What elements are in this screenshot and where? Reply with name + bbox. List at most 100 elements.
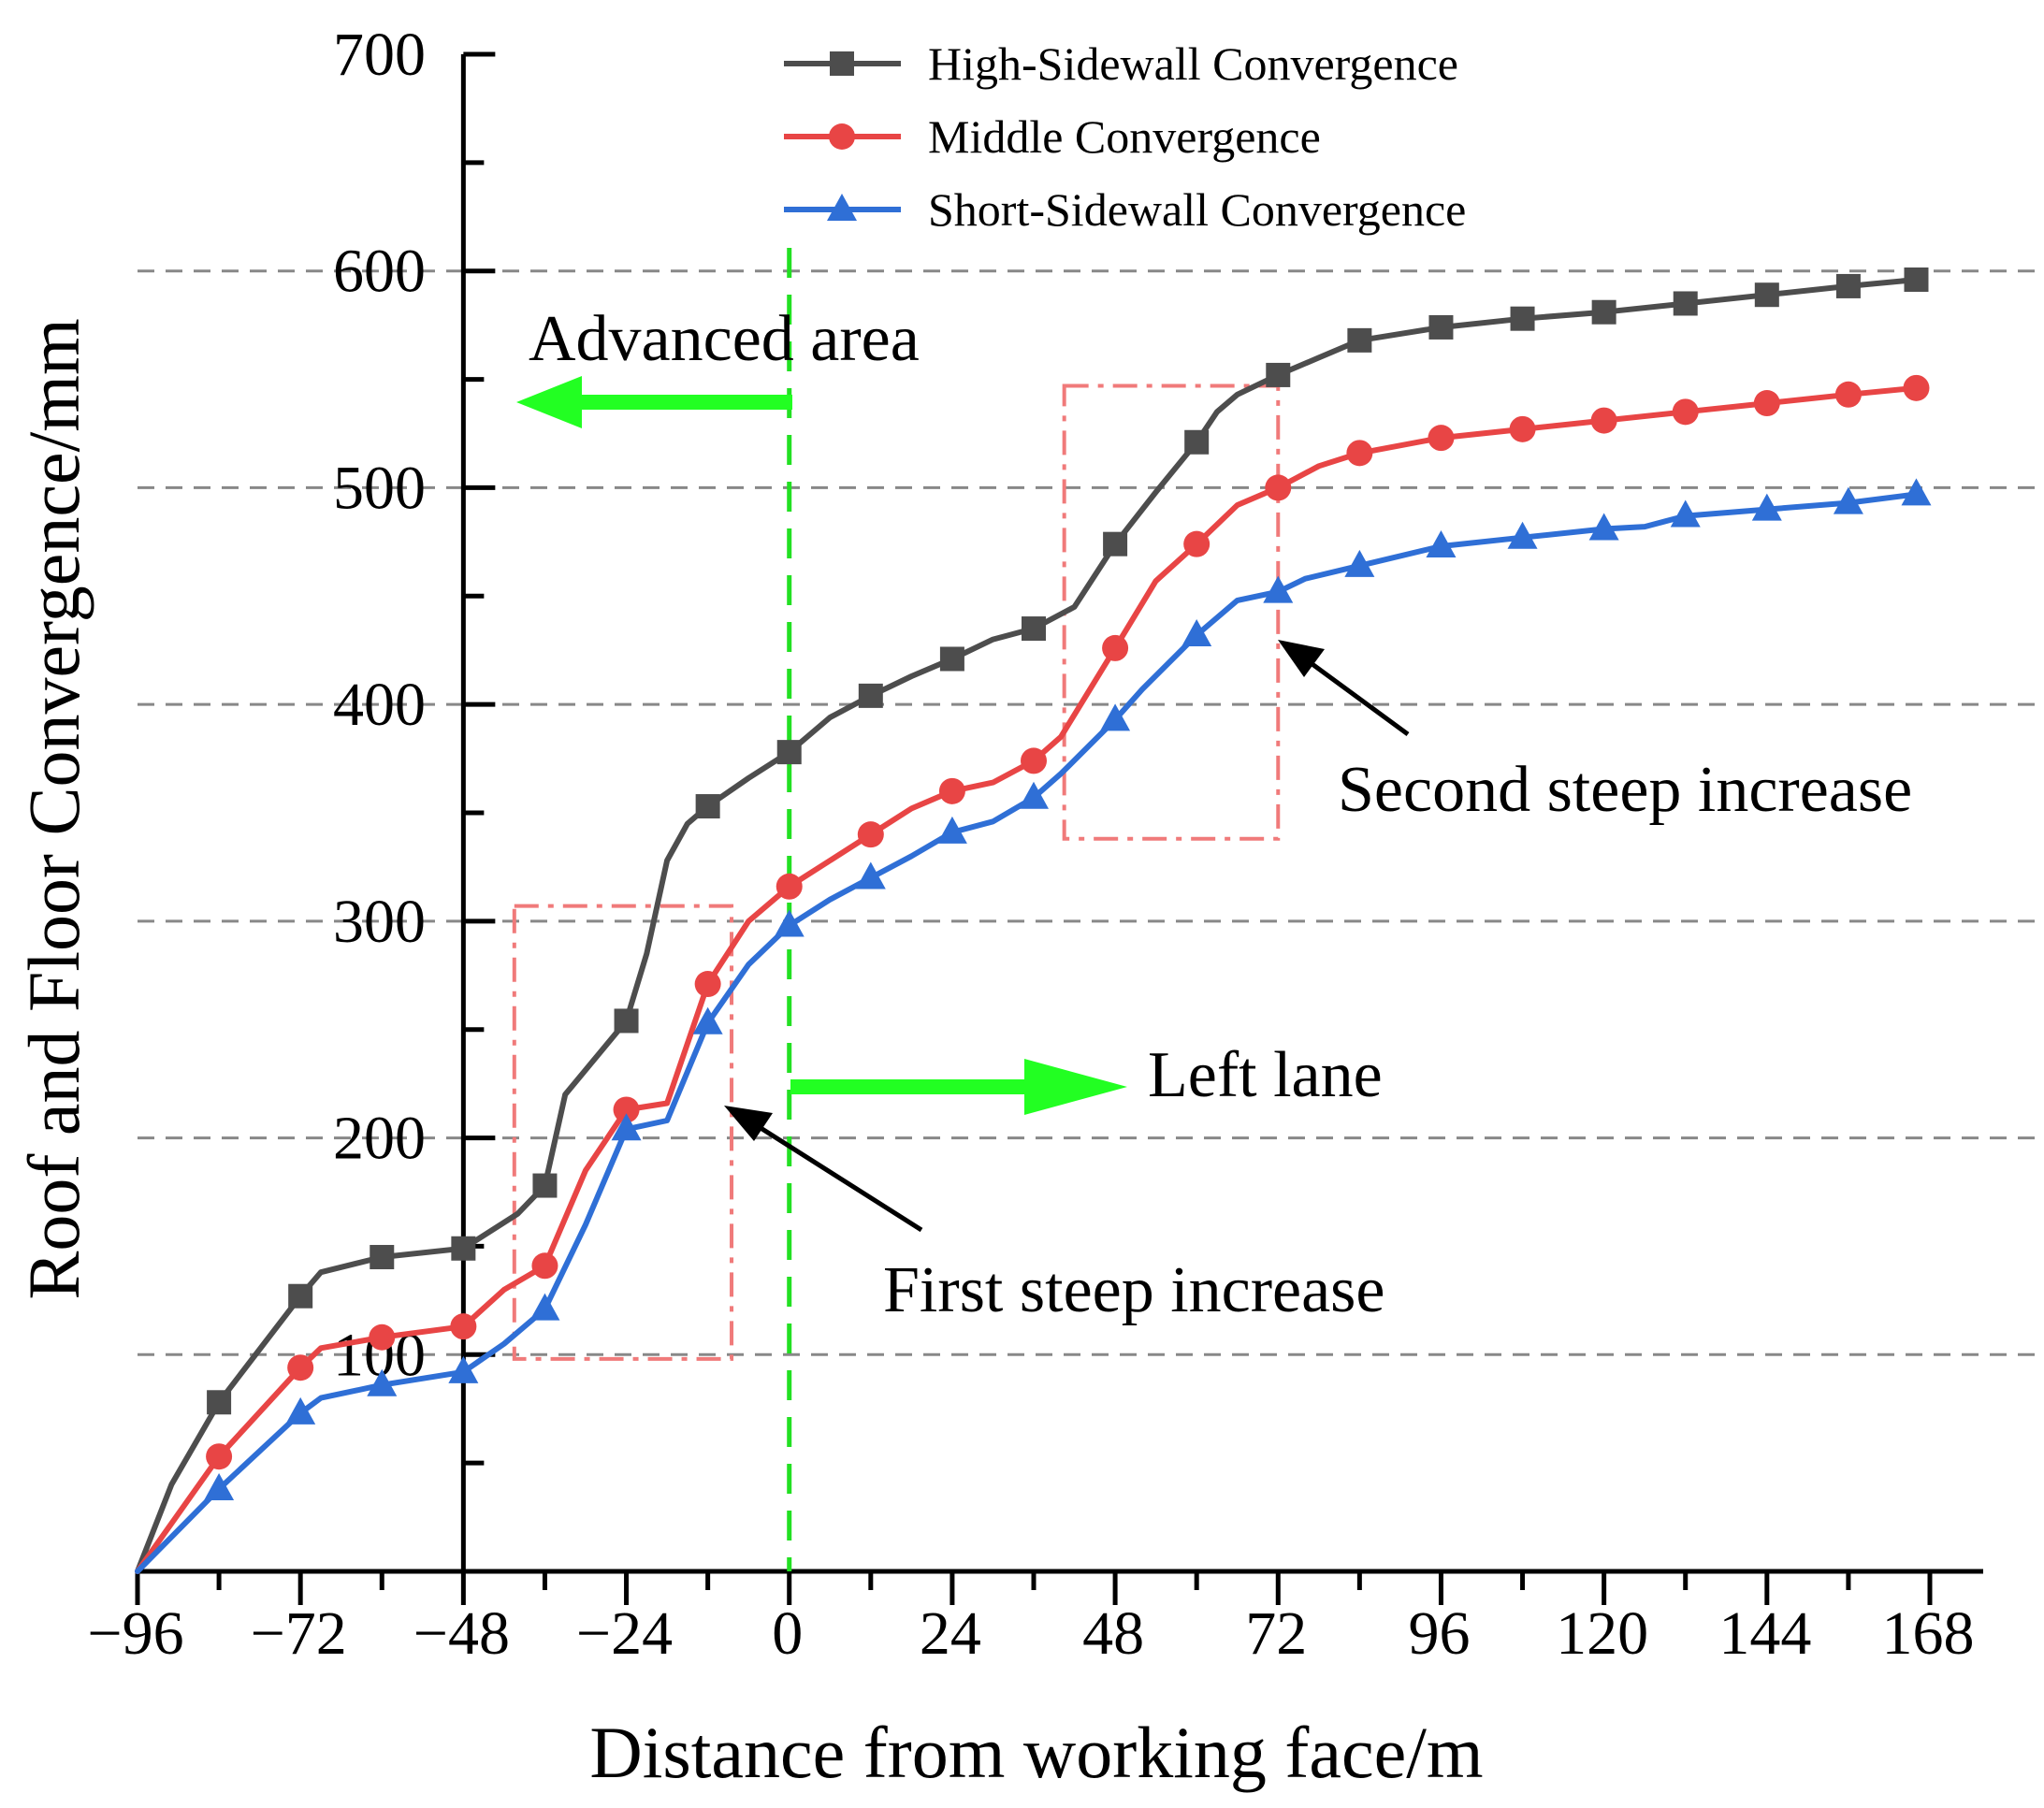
data-point-square xyxy=(1510,306,1535,331)
y-tick-label: 200 xyxy=(333,1105,426,1173)
data-point-triangle xyxy=(529,1293,560,1321)
data-point-circle xyxy=(1183,530,1210,557)
data-point-circle xyxy=(369,1323,396,1351)
data-point-triangle xyxy=(204,1472,235,1500)
data-point-circle xyxy=(1509,415,1536,442)
x-tick-label: 168 xyxy=(1882,1599,1975,1668)
data-point-circle xyxy=(531,1252,558,1280)
legend-label: Short-Sidewall Convergence xyxy=(928,183,1466,236)
left-lane-arrow-shaft xyxy=(790,1079,1024,1094)
x-axis-title: Distance from working face/m xyxy=(589,1712,1483,1793)
legend-marker-triangle xyxy=(827,194,857,221)
legend-item: High-Sidewall Convergence xyxy=(784,37,1458,90)
data-point-triangle xyxy=(1100,703,1131,731)
data-point-square xyxy=(858,683,883,708)
x-tick-label: −24 xyxy=(576,1599,673,1668)
data-point-triangle xyxy=(1751,493,1782,521)
data-point-square xyxy=(288,1283,313,1309)
data-point-triangle xyxy=(1588,513,1619,541)
advanced-area-arrow xyxy=(516,376,792,428)
data-point-triangle xyxy=(285,1396,316,1425)
data-point-triangle xyxy=(1833,486,1863,514)
data-point-circle xyxy=(1672,398,1699,426)
advanced-area-arrow-shaft xyxy=(580,395,792,410)
data-point-circle xyxy=(1753,390,1780,417)
data-point-square xyxy=(1591,299,1616,325)
x-tick-label: 0 xyxy=(772,1599,803,1668)
data-point-triangle xyxy=(1019,781,1049,809)
second-steep-arrow xyxy=(1278,640,1410,737)
data-point-circle xyxy=(694,971,721,998)
first-steep-arrow-head xyxy=(724,1106,773,1141)
first-steep-arrow xyxy=(724,1106,923,1233)
legend-label: High-Sidewall Convergence xyxy=(928,37,1458,90)
data-point-square xyxy=(1347,327,1372,353)
data-point-triangle xyxy=(1901,478,1932,506)
advanced-area-label: Advanced area xyxy=(529,303,920,375)
data-point-triangle xyxy=(1426,529,1457,557)
legend-item: Middle Convergence xyxy=(784,110,1321,163)
y-tick-label: 300 xyxy=(333,888,426,956)
x-axis-ticks: −96 −72 −48 −24 0 24 48 72 96 120 144 168 xyxy=(87,1571,1975,1668)
left-lane-arrow xyxy=(790,1059,1127,1115)
data-point-circle xyxy=(776,873,803,900)
data-point-triangle xyxy=(692,1006,723,1034)
data-point-square xyxy=(1835,273,1861,298)
x-tick-label: −48 xyxy=(413,1599,510,1668)
data-point-circle xyxy=(287,1354,314,1381)
data-point-circle xyxy=(1590,407,1617,434)
second-steep-arrow-shaft xyxy=(1308,659,1410,737)
data-point-triangle xyxy=(1507,521,1538,549)
series-line xyxy=(135,491,1920,1574)
data-point-square xyxy=(1904,267,1929,292)
data-point-circle xyxy=(1903,374,1930,401)
data-point-square xyxy=(1428,314,1454,340)
x-tick-label: 96 xyxy=(1408,1599,1470,1668)
data-point-triangle xyxy=(367,1368,398,1396)
data-point-square xyxy=(1266,362,1291,387)
left-lane-arrow-head xyxy=(1024,1059,1127,1115)
data-point-circle xyxy=(1102,634,1129,661)
series-middle-convergence xyxy=(135,374,1930,1574)
data-point-triangle xyxy=(1263,575,1294,603)
data-point-square xyxy=(451,1236,476,1261)
x-tick-label: 48 xyxy=(1082,1599,1144,1668)
data-point-square xyxy=(370,1245,395,1270)
legend-label: Middle Convergence xyxy=(928,110,1321,163)
data-point-square xyxy=(1103,531,1128,557)
second-steep-arrow-head xyxy=(1278,640,1325,677)
second-steep-increase-label: Second steep increase xyxy=(1338,754,1912,826)
data-point-circle xyxy=(938,777,965,804)
first-steep-increase-label: First steep increase xyxy=(883,1254,1384,1326)
data-point-circle xyxy=(857,821,884,848)
y-tick-label: 700 xyxy=(333,21,426,89)
data-point-triangle xyxy=(1344,549,1375,577)
data-point-square xyxy=(695,794,720,819)
data-point-circle xyxy=(1428,425,1455,452)
data-point-circle xyxy=(450,1313,477,1340)
x-tick-label: 24 xyxy=(920,1599,981,1668)
advanced-area-arrow-head xyxy=(516,376,582,428)
series-high-sidewall-convergence xyxy=(135,267,1929,1574)
y-tick-label: 500 xyxy=(333,454,426,522)
x-tick-label: 144 xyxy=(1718,1599,1811,1668)
data-point-square xyxy=(1673,291,1698,316)
annotations: Advanced area Left lane First steep incr… xyxy=(516,303,1912,1326)
legend: High-Sidewall Convergence Middle Converge… xyxy=(784,37,1466,236)
data-point-square xyxy=(532,1173,558,1198)
left-lane-label: Left lane xyxy=(1148,1039,1383,1111)
data-point-triangle xyxy=(448,1355,479,1383)
data-point-circle xyxy=(1265,474,1292,501)
region-box-first-steep-increase xyxy=(512,904,734,1361)
data-point-circle xyxy=(1346,440,1373,467)
series-line xyxy=(135,277,1920,1574)
y-tick-label: 600 xyxy=(333,238,426,306)
data-point-square xyxy=(939,646,964,672)
x-tick-label: −96 xyxy=(87,1599,183,1668)
data-point-triangle xyxy=(774,909,805,937)
data-point-triangle xyxy=(936,816,967,844)
data-point-square xyxy=(1754,282,1779,308)
series-short-sidewall-convergence xyxy=(135,478,1932,1574)
